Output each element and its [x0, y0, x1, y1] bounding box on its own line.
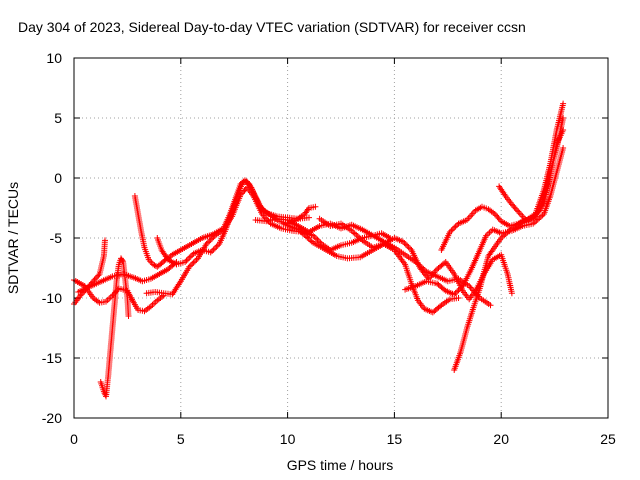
series-track-7 — [143, 184, 394, 298]
point-marks — [71, 277, 167, 315]
x-tick-label: 15 — [387, 431, 403, 447]
y-tick-label: 0 — [54, 170, 62, 186]
series-track-2 — [71, 277, 167, 315]
point-marks — [451, 115, 567, 373]
point-marks — [438, 100, 567, 253]
x-tick-label: 5 — [177, 431, 185, 447]
series-track-13 — [438, 100, 567, 253]
y-tick-label: -10 — [42, 290, 62, 306]
point-marks — [97, 255, 132, 400]
y-tick-label: 10 — [46, 50, 62, 66]
data-points — [71, 100, 567, 400]
x-tick-label: 20 — [493, 431, 509, 447]
plot-frame — [73, 57, 609, 419]
y-tick-label: 5 — [54, 110, 62, 126]
y-tick-label: -15 — [42, 350, 62, 366]
series-track-4 — [75, 259, 180, 295]
point-marks — [143, 184, 394, 298]
y-axis-title: SDTVAR / TECUs — [5, 182, 21, 294]
grid — [74, 58, 608, 418]
x-tick-label: 0 — [70, 431, 78, 447]
x-tick-label: 10 — [280, 431, 296, 447]
point-marks — [75, 259, 180, 295]
chart-title: Day 304 of 2023, Sidereal Day-to-day VTE… — [18, 19, 526, 35]
series-track-12 — [451, 115, 567, 373]
tick-labels: 0 5 10 15 20 25 -20 -15 -10 -5 0 5 10 — [42, 50, 616, 447]
y-tick-label: -20 — [42, 410, 62, 426]
series-track-11 — [402, 145, 567, 298]
point-marks — [402, 145, 567, 298]
x-tick-label: 25 — [600, 431, 616, 447]
y-tick-label: -5 — [50, 230, 63, 246]
series-track-14 — [496, 127, 567, 225]
series-track-3 — [97, 255, 132, 400]
x-axis-title: GPS time / hours — [287, 457, 394, 473]
point-marks — [496, 127, 567, 225]
